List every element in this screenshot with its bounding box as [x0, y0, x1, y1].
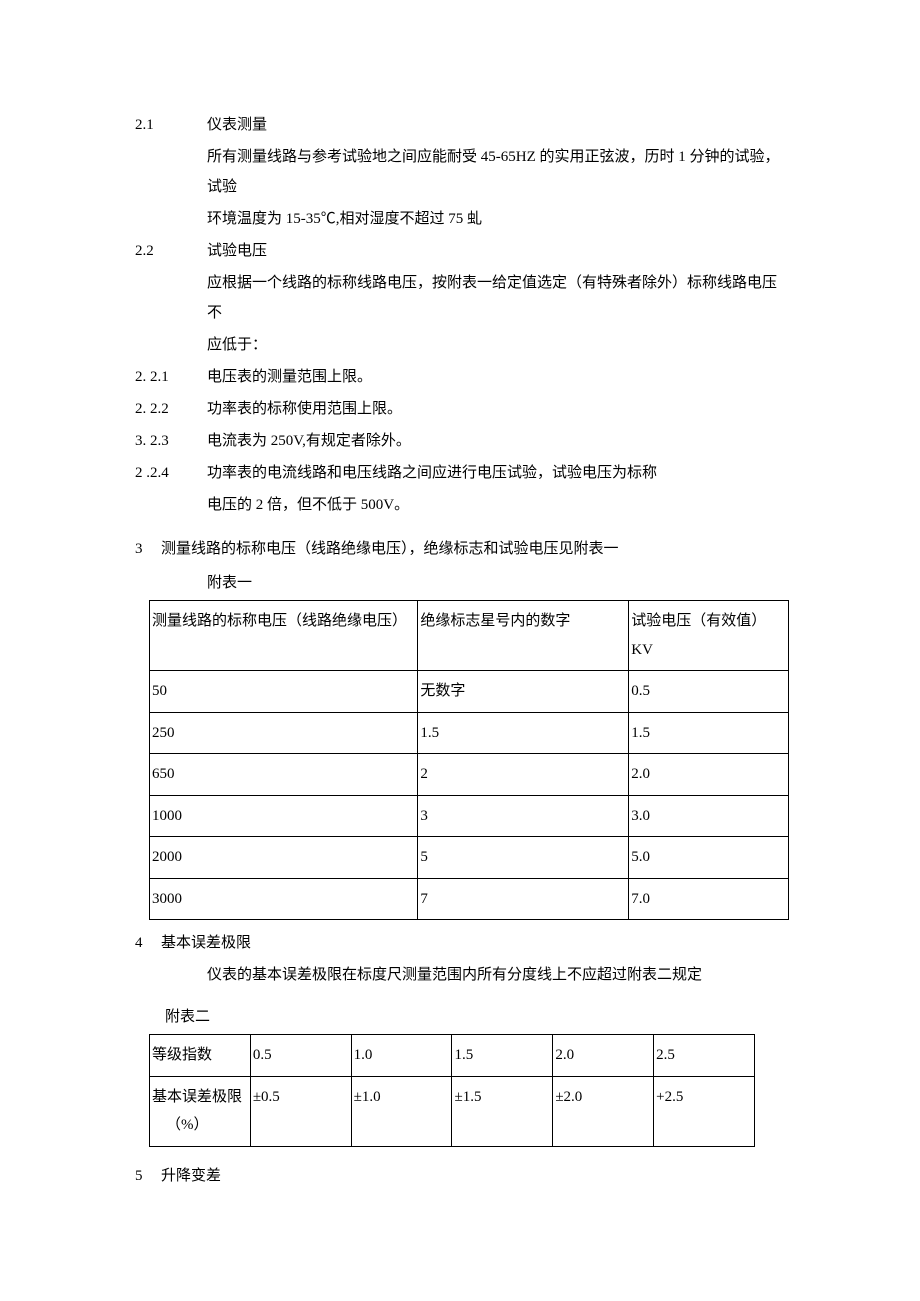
table-cell: ±1.0 [351, 1076, 452, 1146]
section-3: 3 测量线路的标称电压（线路绝缘电压），绝缘标志和试验电压见附表一 [135, 534, 785, 564]
section-body-line: 应根据一个线路的标称线路电压，按附表一给定值选定（有特殊者除外）标称线路电压不 [135, 268, 785, 328]
table-1-caption: 附表一 [135, 568, 785, 598]
section-2-2-4: 2 .2.4 功率表的电流线路和电压线路之间应进行电压试验，试验电压为标称 [135, 458, 785, 488]
section-text: 功率表的电流线路和电压线路之间应进行电压试验，试验电压为标称 [207, 458, 785, 488]
section-2-2-2: 2. 2.2 功率表的标称使用范围上限。 [135, 394, 785, 424]
table-cell: 等级指数 [150, 1035, 251, 1077]
table-cell: 1000 [150, 795, 418, 837]
section-number: 2.1 [135, 110, 207, 140]
table-cell: 2.0 [553, 1035, 654, 1077]
table-cell: 无数字 [418, 671, 629, 713]
table-cell: 3000 [150, 878, 418, 920]
table-cell: 基本误差极限 （%） [150, 1076, 251, 1146]
section-text-cont: 电压的 2 倍，但不低于 500V。 [135, 490, 785, 520]
table-cell: +2.5 [654, 1076, 755, 1146]
section-body-line: 所有测量线路与参考试验地之间应能耐受 45-65HZ 的实用正弦波，历时 1 分… [135, 142, 785, 202]
table-cell: 7.0 [629, 878, 789, 920]
section-number: 3. 2.3 [135, 426, 207, 456]
section-2-2-3: 3. 2.3 电流表为 250V,有规定者除外。 [135, 426, 785, 456]
table-2-caption: 附表二 [135, 1002, 785, 1032]
table-cell: 2 [418, 754, 629, 796]
table-cell: 5 [418, 837, 629, 879]
table-cell: ±0.5 [250, 1076, 351, 1146]
section-title: 仪表测量 [207, 110, 785, 140]
table-cell: 5.0 [629, 837, 789, 879]
section-2-1: 2.1 仪表测量 [135, 110, 785, 140]
table-cell: 2.0 [629, 754, 789, 796]
table-row: 测量线路的标称电压（线路绝缘电压） 绝缘标志星号内的数字 试验电压（有效值）KV [150, 601, 789, 671]
table-cell: 2.5 [654, 1035, 755, 1077]
section-text: 电流表为 250V,有规定者除外。 [207, 426, 785, 456]
section-body-line: 应低于： [135, 330, 785, 360]
table-cell: 1.5 [629, 712, 789, 754]
table-row: 1000 3 3.0 [150, 795, 789, 837]
table-cell: 0.5 [629, 671, 789, 713]
section-4: 4 基本误差极限 [135, 928, 785, 958]
table-header-cell: 绝缘标志星号内的数字 [418, 601, 629, 671]
table-1: 测量线路的标称电压（线路绝缘电压） 绝缘标志星号内的数字 试验电压（有效值）KV… [149, 600, 789, 920]
table-cell: 7 [418, 878, 629, 920]
table-cell: ±2.0 [553, 1076, 654, 1146]
table-cell: ±1.5 [452, 1076, 553, 1146]
table-cell: 1.5 [452, 1035, 553, 1077]
section-5: 5 升降变差 [135, 1161, 785, 1191]
section-body-line: 仪表的基本误差极限在标度尺测量范围内所有分度线上不应超过附表二规定 [135, 960, 785, 990]
table-row: 2000 5 5.0 [150, 837, 789, 879]
table-cell: 1.5 [418, 712, 629, 754]
table-cell: 1.0 [351, 1035, 452, 1077]
section-number: 3 [135, 534, 161, 564]
table-row: 50 无数字 0.5 [150, 671, 789, 713]
section-number: 5 [135, 1161, 161, 1191]
section-2-2-1: 2. 2.1 电压表的测量范围上限。 [135, 362, 785, 392]
section-text: 电压表的测量范围上限。 [207, 362, 785, 392]
cell-line2: （%） [152, 1117, 209, 1133]
table-row: 基本误差极限 （%） ±0.5 ±1.0 ±1.5 ±2.0 +2.5 [150, 1076, 755, 1146]
section-number: 2 .2.4 [135, 458, 207, 488]
table-cell: 3.0 [629, 795, 789, 837]
table-row: 650 2 2.0 [150, 754, 789, 796]
section-title: 试验电压 [207, 236, 785, 266]
section-number: 2. 2.2 [135, 394, 207, 424]
table-row: 3000 7 7.0 [150, 878, 789, 920]
table-header-cell: 试验电压（有效值）KV [629, 601, 789, 671]
table-header-cell: 测量线路的标称电压（线路绝缘电压） [150, 601, 418, 671]
table-row: 等级指数 0.5 1.0 1.5 2.0 2.5 [150, 1035, 755, 1077]
section-number: 4 [135, 928, 161, 958]
section-body-line: 环境温度为 15-35℃,相对湿度不超过 75 虬 [135, 204, 785, 234]
section-title: 基本误差极限 [161, 928, 785, 958]
table-cell: 0.5 [250, 1035, 351, 1077]
table-cell: 3 [418, 795, 629, 837]
section-number: 2. 2.1 [135, 362, 207, 392]
cell-line1: 基本误差极限 [152, 1089, 242, 1105]
section-2-2: 2.2 试验电压 [135, 236, 785, 266]
table-cell: 650 [150, 754, 418, 796]
table-row: 250 1.5 1.5 [150, 712, 789, 754]
section-text: 功率表的标称使用范围上限。 [207, 394, 785, 424]
table-cell: 2000 [150, 837, 418, 879]
table-2: 等级指数 0.5 1.0 1.5 2.0 2.5 基本误差极限 （%） ±0.5… [149, 1034, 755, 1147]
section-title: 升降变差 [161, 1161, 785, 1191]
table-cell: 50 [150, 671, 418, 713]
section-title: 测量线路的标称电压（线路绝缘电压），绝缘标志和试验电压见附表一 [161, 534, 785, 564]
table-cell: 250 [150, 712, 418, 754]
section-number: 2.2 [135, 236, 207, 266]
